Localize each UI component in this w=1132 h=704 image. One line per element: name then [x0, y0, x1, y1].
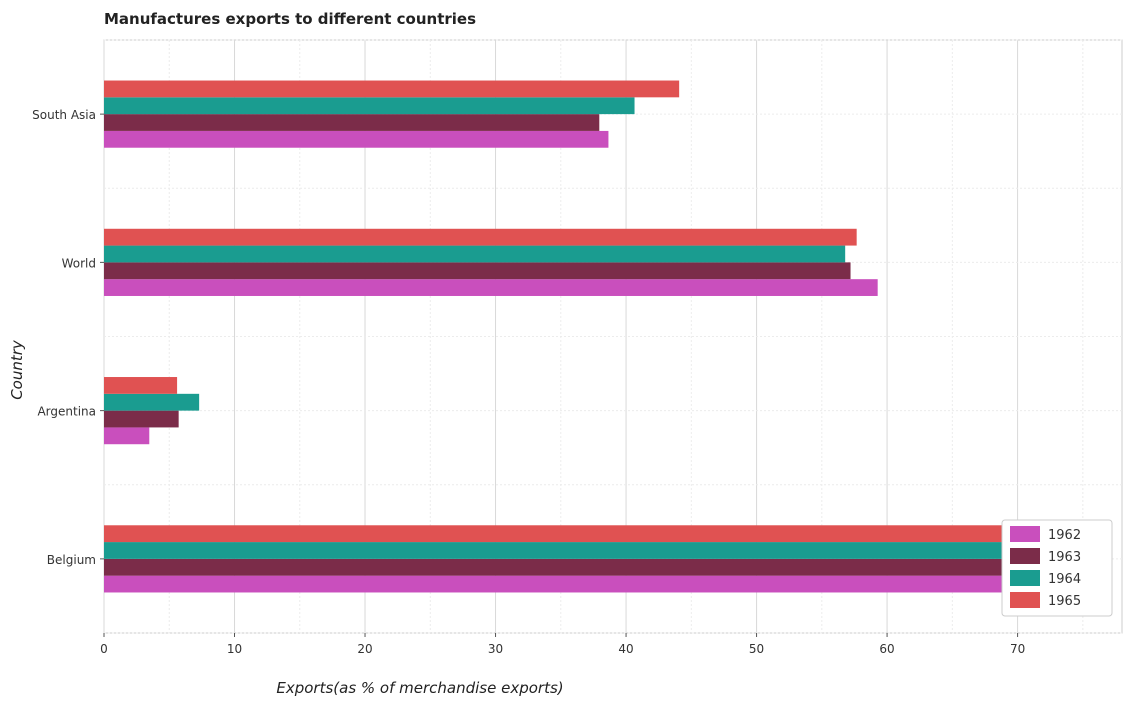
- y-tick-label: Argentina: [37, 405, 96, 419]
- x-tick-label: 70: [1010, 642, 1025, 656]
- bar-1963-argentina: [104, 410, 179, 428]
- bar-1963-south-asia: [104, 114, 600, 131]
- x-tick-label: 0: [100, 642, 108, 656]
- bar-1962-belgium: [104, 575, 1057, 593]
- bar-1965-belgium: [104, 525, 1065, 543]
- legend-label: 1965: [1048, 594, 1081, 609]
- y-axis-label: Country: [8, 339, 26, 400]
- legend: 1962 1963 1964 1965: [1001, 519, 1113, 617]
- legend-label: 1962: [1048, 528, 1081, 543]
- bar-1965-argentina: [104, 377, 178, 394]
- bar-1963-world: [104, 262, 851, 280]
- axes: South Asia World Argentina Belgium 0 10 20 30 40…: [32, 108, 1025, 656]
- bar-1964-world: [104, 245, 846, 263]
- bar-1964-argentina: [104, 393, 200, 411]
- bar-1965-south-asia: [104, 80, 680, 98]
- x-tick-label: 60: [879, 642, 894, 656]
- bar-1962-argentina: [104, 427, 150, 445]
- bar-1962-south-asia: [104, 130, 609, 148]
- legend-label: 1963: [1048, 550, 1081, 565]
- legend-swatch-1965: [1010, 592, 1040, 608]
- x-tick-label: 10: [227, 642, 242, 656]
- x-tick-label: 20: [357, 642, 372, 656]
- x-tick-label: 40: [618, 642, 633, 656]
- chart-title: Manufactures exports to different countr…: [104, 10, 476, 28]
- legend-swatch-1963: [1010, 548, 1040, 564]
- legend-label: 1964: [1048, 572, 1081, 587]
- y-tick-label: World: [62, 256, 96, 270]
- y-tick-label: South Asia: [32, 108, 96, 122]
- bar-1965-world: [104, 228, 857, 246]
- y-tick-label: Belgium: [47, 553, 96, 567]
- legend-swatch-1964: [1010, 570, 1040, 586]
- bar-1964-south-asia: [104, 97, 635, 115]
- x-axis-label: Exports(as % of merchandise exports): [276, 679, 563, 697]
- bar-1963-belgium: [104, 558, 1039, 576]
- legend-swatch-1962: [1010, 526, 1040, 542]
- x-tick-label: 50: [749, 642, 764, 656]
- x-tick-label: 30: [488, 642, 503, 656]
- bars: [104, 80, 1066, 593]
- bar-1962-world: [104, 279, 878, 296]
- bar-1964-belgium: [104, 542, 1066, 559]
